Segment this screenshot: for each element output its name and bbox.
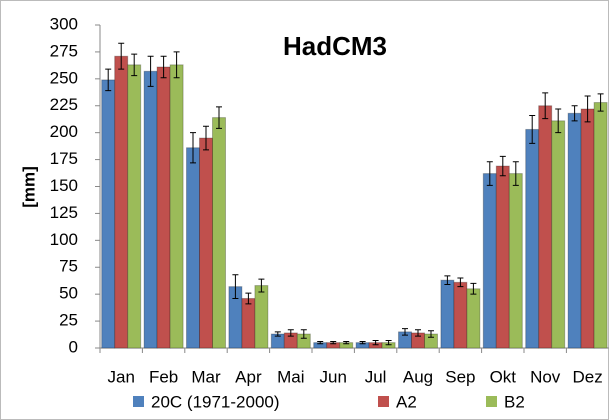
bar xyxy=(169,64,184,349)
y-tick-label: 75 xyxy=(59,257,78,276)
legend-label: B2 xyxy=(504,392,525,411)
x-tick-label: Okt xyxy=(490,367,517,386)
y-tick-label: 275 xyxy=(50,41,78,60)
x-tick-label: Dez xyxy=(572,367,602,386)
error-bar xyxy=(287,329,294,337)
error-bar xyxy=(571,105,578,122)
error-bar xyxy=(160,55,167,79)
error-bar xyxy=(542,92,549,120)
x-tick-label: Jun xyxy=(319,367,346,386)
legend-swatch xyxy=(486,396,497,407)
x-tick-label: Nov xyxy=(530,367,561,386)
error-bar xyxy=(317,341,324,345)
x-tick-label: Sep xyxy=(445,367,475,386)
y-tick-label: 125 xyxy=(50,203,78,222)
y-tick-label: 50 xyxy=(59,284,78,303)
y-tick-label: 250 xyxy=(50,68,78,87)
error-bar xyxy=(258,278,265,293)
bar xyxy=(508,173,523,349)
error-bar xyxy=(385,339,392,346)
error-bar xyxy=(428,330,434,338)
y-tick-label: 225 xyxy=(50,95,78,114)
bar xyxy=(551,120,566,349)
x-tick-label: Aug xyxy=(403,367,433,386)
y-axis-label: [mm] xyxy=(19,166,38,208)
bar xyxy=(254,285,269,349)
y-tick-label: 150 xyxy=(50,176,78,195)
legend-swatch xyxy=(133,396,144,407)
bar xyxy=(440,279,455,349)
error-bar xyxy=(203,125,209,151)
error-bar xyxy=(555,108,562,134)
error-bar xyxy=(486,161,493,186)
bar xyxy=(567,112,582,349)
error-bar xyxy=(232,274,239,299)
bar xyxy=(525,128,540,349)
error-bar xyxy=(499,155,506,177)
bar xyxy=(538,105,553,349)
legend-swatch xyxy=(378,396,389,407)
legend-label: A2 xyxy=(396,392,417,411)
y-tick-label: 300 xyxy=(50,14,78,33)
error-bar xyxy=(372,339,379,346)
bar xyxy=(199,137,213,349)
y-tick-label: 0 xyxy=(69,337,78,356)
y-tick-label: 200 xyxy=(50,122,78,141)
x-tick-label: Apr xyxy=(235,367,262,386)
bar xyxy=(114,55,129,349)
bar xyxy=(186,147,200,349)
bar xyxy=(482,173,497,349)
x-tick-label: Mai xyxy=(277,367,304,386)
bar xyxy=(593,102,608,349)
bar xyxy=(466,288,481,349)
y-tick-label: 175 xyxy=(50,149,78,168)
error-bar xyxy=(457,277,464,288)
error-bar xyxy=(584,95,591,123)
bar xyxy=(241,297,256,349)
y-tick-label: 25 xyxy=(59,311,78,330)
x-tick-label: Feb xyxy=(149,367,178,386)
bar xyxy=(580,108,595,349)
bar xyxy=(495,165,510,349)
x-tick-label: Jan xyxy=(107,367,134,386)
error-bar xyxy=(131,53,138,77)
error-bar xyxy=(330,341,337,345)
chart-title: HadCM3 xyxy=(283,31,387,61)
legend-label: 20C (1971-2000) xyxy=(151,392,280,411)
error-bar xyxy=(359,341,366,345)
error-bar xyxy=(245,292,252,305)
error-bar xyxy=(343,341,350,345)
error-bar xyxy=(274,331,281,337)
bar xyxy=(143,70,158,349)
error-bar xyxy=(173,51,180,79)
bar xyxy=(101,79,116,349)
error-bar xyxy=(444,275,451,285)
error-bar xyxy=(512,161,519,186)
bar xyxy=(156,66,171,349)
error-bar xyxy=(597,93,604,112)
bar xyxy=(453,281,468,349)
error-bar xyxy=(529,114,536,144)
error-bar xyxy=(216,106,222,129)
error-bar xyxy=(415,329,421,337)
error-bar xyxy=(147,55,154,87)
error-bar xyxy=(300,329,307,339)
error-bar xyxy=(402,328,408,336)
bar xyxy=(212,117,226,349)
bar xyxy=(127,64,142,349)
error-bar xyxy=(470,282,477,295)
error-bar xyxy=(118,42,125,70)
x-tick-label: Jul xyxy=(365,367,387,386)
error-bar xyxy=(190,132,196,164)
error-bar xyxy=(105,68,112,92)
x-tick-label: Mar xyxy=(191,367,221,386)
y-tick-label: 100 xyxy=(50,230,78,249)
